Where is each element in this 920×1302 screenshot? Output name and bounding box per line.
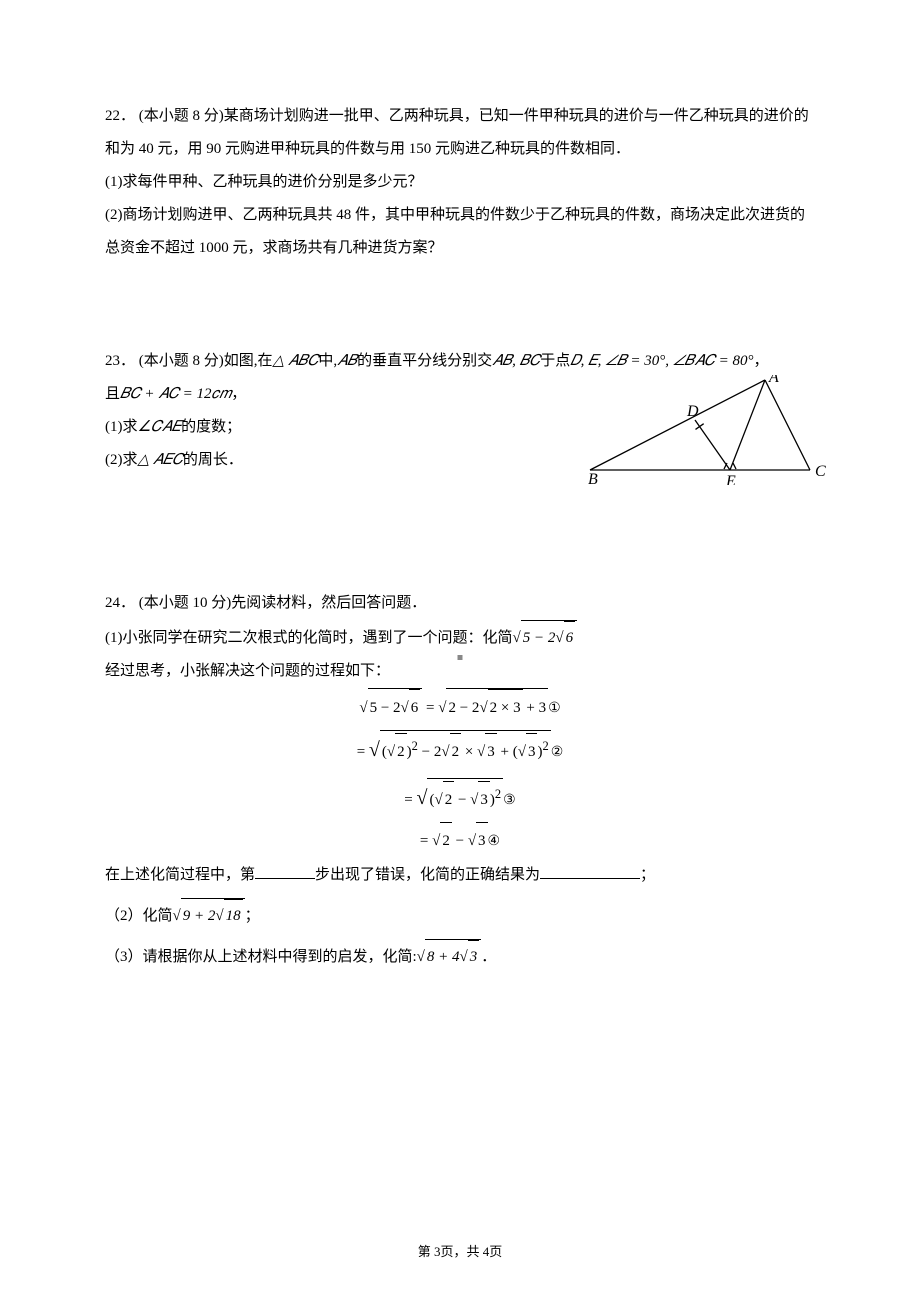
q23-line1: 23． (本小题 8 分)如图,在△ 𝐴𝐵𝐶中,𝐴𝐵的垂直平分线分别交𝐴𝐵, 𝐵… (105, 345, 815, 378)
blank-step[interactable] (255, 864, 315, 879)
s2-left: 9 + 2 (183, 908, 216, 924)
s1-r2: 2 × 3 (488, 689, 523, 726)
q24-sub1-line: (1)小张同学在研究二次根式的化简时，遇到了一个问题：化简√5 − 2√6 (105, 620, 815, 655)
q22-number: 22． (105, 108, 135, 124)
q24-points: (本小题 10 分) (139, 595, 232, 611)
q24-bt1: 在上述化简过程中，第 (105, 867, 255, 883)
question-22: 22． (本小题 8 分)某商场计划购进一批甲、乙两种玩具，已知一件甲种玩具的进… (105, 100, 815, 265)
svg-text:A: A (768, 375, 779, 386)
svg-text:C: C (815, 463, 826, 480)
q22-sub1: (1)求每件甲种、乙种玩具的进价分别是多少元？ (105, 166, 815, 199)
q24-derivation: √5 − 2√6 = √2 − 2√2 × 3 + 3① = √(√2)2 − … (105, 688, 815, 859)
q23-figure: A B C D E (585, 375, 835, 498)
q23-s2-math: △ 𝐴𝐸𝐶 (138, 452, 183, 468)
q24-sub3: （3）请根据你从上述材料中得到的启发，化简:√8 + 4√3． (105, 939, 815, 974)
blank-result[interactable] (540, 864, 640, 879)
q23-l2-pre: 且 (105, 386, 120, 402)
question-24: 24． (本小题 10 分)先阅读材料，然后回答问题． (1)小张同学在研究二次… (105, 587, 815, 974)
s3-left: 8 + 4 (427, 949, 460, 965)
q23-abbc: 𝐴𝐵, 𝐵𝐶 (492, 353, 540, 369)
s1-r1: 2 − 2 (448, 700, 479, 716)
question-23: 23． (本小题 8 分)如图,在△ 𝐴𝐵𝐶中,𝐴𝐵的垂直平分线分别交𝐴𝐵, 𝐵… (105, 345, 815, 477)
circ1: ① (548, 701, 561, 716)
svg-text:B: B (588, 471, 598, 485)
q24-step1: √5 − 2√6 = √2 − 2√2 × 3 + 3① (105, 688, 815, 726)
s2d: 3 (526, 733, 538, 770)
page-center-dot (458, 655, 463, 660)
q24-line1: 24． (本小题 10 分)先阅读材料，然后回答问题． (105, 587, 815, 620)
q23-s2-pre: (2)求 (105, 452, 138, 468)
q23-t5: ， (754, 353, 769, 369)
q24-sub1-expr: √5 − 2√6 (513, 620, 578, 655)
q23-number: 23． (105, 353, 135, 369)
q23-t2: 中, (318, 353, 337, 369)
q24-s3-pre: （3）请根据你从上述材料中得到的启发，化简: (105, 949, 417, 965)
q24-s3-expr: √8 + 4√3 (417, 939, 482, 974)
s1-r3: + 3 (523, 700, 546, 716)
s1-l: 5 − 2 (370, 700, 401, 716)
q23-t4: 于点 (540, 353, 570, 369)
q24-bt2: 步出现了错误，化简的正确结果为 (315, 867, 540, 883)
s3b: 3 (478, 781, 490, 818)
q24-sub1-text: (1)小张同学在研究二次根式的化简时，遇到了一个问题：化简 (105, 630, 513, 646)
q23-l2-math: 𝐵𝐶 + 𝐴𝐶 = 12𝑐𝑚 (120, 386, 231, 402)
q23-s1-suf: 的度数； (181, 419, 241, 435)
s2-inner: 18 (224, 899, 243, 933)
q23-s1-math: ∠𝐶𝐴𝐸 (138, 419, 182, 435)
q23-de: 𝐷, 𝐸, ∠𝐵 = 30°, ∠𝐵𝐴𝐶 = 80° (570, 353, 753, 369)
s3-inner: 3 (468, 940, 480, 974)
circ2: ② (551, 745, 564, 760)
q24-s1-inner: 6 (564, 621, 576, 655)
q22-body: 22． (本小题 8 分)某商场计划购进一批甲、乙两种玩具，已知一件甲种玩具的进… (105, 100, 815, 166)
q24-s2-pre: （2）化简 (105, 908, 173, 924)
q24-step2: = √(√2)2 − 2√2 × √3 + (√3)2② (105, 726, 815, 774)
s2m: − 2 (418, 744, 441, 760)
q24-step4: = √2 − √3④ (105, 822, 815, 859)
svg-text:E: E (725, 473, 736, 485)
q24-s2-expr: √9 + 2√18 (173, 898, 245, 933)
s3a: 2 (443, 781, 455, 818)
page-footer: 第 3页，共 4页 (0, 1238, 920, 1267)
s2b: 2 (450, 733, 462, 770)
q24-step3: = √(√2 − √3)2③ (105, 774, 815, 822)
q24-sub2: （2）化简√9 + 2√18； (105, 898, 815, 933)
s4a: 2 (440, 822, 452, 859)
q23-tri: △ 𝐴𝐵𝐶 (273, 353, 319, 369)
q24-blank-line: 在上述化简过程中，第 步出现了错误，化简的正确结果为 ； (105, 859, 815, 892)
q24-bt3: ； (640, 867, 655, 883)
s2a: 2 (395, 733, 407, 770)
q22-points: (本小题 8 分) (139, 108, 224, 124)
q23-ab: 𝐴𝐵 (337, 353, 357, 369)
q22-sub2: (2)商场计划购进甲、乙两种玩具共 48 件，其中甲种玩具的件数少于乙种玩具的件… (105, 199, 815, 265)
q24-s1-left: 5 − 2 (523, 630, 556, 646)
q24-s2-suf: ； (245, 908, 260, 924)
circ4: ④ (488, 834, 501, 849)
s4b: 3 (476, 822, 488, 859)
q23-points: (本小题 8 分) (139, 353, 224, 369)
triangle-diagram: A B C D E (585, 375, 835, 485)
s2c: 3 (485, 733, 497, 770)
s1-li: 6 (409, 689, 421, 726)
q23-l2-suf: ， (231, 386, 246, 402)
q24-number: 24． (105, 595, 135, 611)
q23-t1: 如图,在 (224, 353, 273, 369)
circ3: ③ (503, 793, 516, 808)
svg-text:D: D (686, 403, 699, 420)
q23-t3: 的垂直平分线分别交 (357, 353, 492, 369)
q24-text1: 先阅读材料，然后回答问题． (231, 595, 426, 611)
q23-s2-suf: 的周长． (183, 452, 243, 468)
q24-s3-suf: ． (481, 949, 496, 965)
q23-s1-pre: (1)求 (105, 419, 138, 435)
